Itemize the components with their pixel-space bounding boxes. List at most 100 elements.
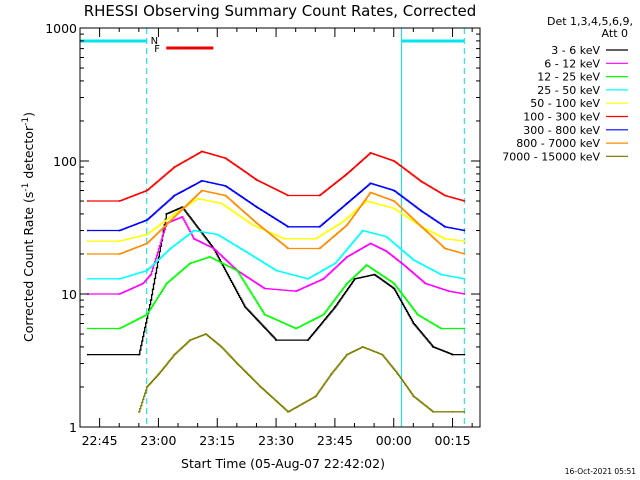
data-point: [365, 264, 368, 266]
x-tick-label: 23:00: [140, 433, 176, 448]
data-point: [255, 206, 258, 209]
series-layer: [86, 150, 466, 413]
series-line: [87, 198, 465, 242]
legend-label: 6 - 12 keV: [544, 57, 600, 70]
data-point: [341, 220, 344, 223]
data-point: [118, 253, 121, 255]
series-3: [86, 229, 466, 280]
data-point: [286, 225, 289, 228]
data-point: [443, 225, 446, 228]
data-point: [173, 166, 176, 168]
data-point: [447, 290, 450, 293]
data-point: [318, 247, 321, 250]
data-point: [400, 262, 403, 265]
y-tick-label: 1000: [45, 21, 77, 36]
data-point: [330, 373, 332, 375]
data-point: [145, 189, 148, 192]
data-point: [463, 200, 466, 202]
data-point: [373, 273, 376, 276]
data-point: [235, 362, 238, 365]
y-axis-label-end: ): [21, 112, 36, 117]
data-point: [192, 237, 195, 240]
data-point: [361, 229, 364, 232]
data-point: [200, 150, 203, 153]
data-point: [345, 202, 348, 205]
series-line: [87, 189, 465, 255]
data-point: [392, 189, 395, 192]
series-7: [86, 189, 466, 255]
data-point: [420, 180, 423, 183]
data-point: [165, 282, 168, 285]
data-point: [137, 410, 140, 413]
data-point: [306, 339, 309, 342]
data-point: [322, 313, 325, 316]
data-point: [173, 194, 176, 197]
data-point: [251, 224, 254, 226]
legend-header-line1: Det 1,3,4,5,6,9,: [547, 15, 633, 28]
data-point: [392, 282, 395, 285]
data-point: [463, 240, 466, 242]
marker-layer: NF: [79, 28, 465, 427]
data-point: [243, 250, 246, 253]
data-point: [137, 353, 140, 356]
data-point: [86, 240, 89, 242]
data-point: [157, 373, 160, 375]
data-point: [345, 172, 348, 175]
data-point: [334, 262, 336, 265]
data-point: [188, 262, 191, 265]
y-axis-label-main: Corrected Count Rate (s: [21, 192, 36, 342]
data-point: [86, 327, 89, 330]
data-point: [443, 237, 446, 240]
data-point: [463, 277, 466, 280]
data-point: [369, 191, 372, 194]
data-point: [235, 269, 238, 272]
data-point: [322, 277, 325, 280]
data-point: [224, 194, 226, 197]
data-point: [263, 313, 266, 316]
series-8: [137, 333, 466, 413]
data-point: [208, 256, 211, 258]
data-point: [243, 305, 246, 308]
data-point: [439, 327, 442, 330]
data-point: [216, 233, 219, 236]
timestamp: 16-Oct-2021 05:51: [565, 467, 636, 476]
data-point: [443, 247, 446, 250]
y-axis-label-sup1: -1: [21, 183, 31, 192]
data-point: [369, 182, 372, 185]
data-point: [173, 215, 176, 218]
data-point: [412, 322, 415, 325]
legend-label: 800 - 7000 keV: [516, 137, 600, 150]
data-point: [259, 386, 262, 388]
data-point: [283, 237, 285, 240]
data-point: [118, 277, 121, 280]
data-point: [275, 269, 277, 272]
data-point: [118, 240, 121, 242]
x-tick-label: 00:00: [376, 433, 412, 448]
data-point: [432, 410, 434, 413]
data-point: [318, 194, 321, 197]
series-5: [86, 150, 466, 202]
data-point: [463, 253, 466, 255]
data-point: [451, 353, 454, 356]
data-point: [200, 179, 203, 182]
legend-label: 50 - 100 keV: [530, 97, 600, 110]
data-point: [306, 277, 309, 280]
data-point: [314, 395, 317, 398]
data-point: [220, 346, 223, 348]
data-point: [173, 353, 176, 356]
series-line: [87, 229, 465, 280]
x-tick-label: 23:15: [199, 433, 235, 448]
data-point: [345, 256, 348, 258]
data-point: [369, 152, 372, 154]
data-point: [145, 219, 148, 221]
legend-label: 7000 - 15000 keV: [502, 150, 600, 163]
data-point: [416, 313, 419, 316]
y-axis-label-sup2: -1: [21, 117, 31, 126]
data-point: [392, 207, 395, 210]
data-point: [173, 213, 176, 215]
series-line: [87, 256, 465, 330]
series-line: [138, 333, 465, 413]
data-point: [439, 273, 442, 276]
